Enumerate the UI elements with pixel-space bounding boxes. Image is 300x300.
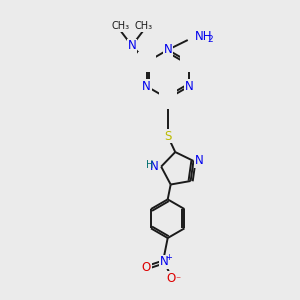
Text: CH₃: CH₃ xyxy=(112,21,130,32)
Text: ⁻: ⁻ xyxy=(175,275,180,286)
Text: +: + xyxy=(165,254,172,262)
Text: 2: 2 xyxy=(208,35,213,44)
Text: S: S xyxy=(164,130,172,143)
Text: N: N xyxy=(160,255,169,268)
Text: N: N xyxy=(150,160,159,172)
Text: NH: NH xyxy=(195,30,212,43)
Text: H: H xyxy=(146,160,154,170)
Text: N: N xyxy=(128,39,136,52)
Text: N: N xyxy=(164,43,172,56)
Text: O: O xyxy=(142,261,151,274)
Text: N: N xyxy=(142,80,151,93)
Text: N: N xyxy=(164,92,172,105)
Text: N: N xyxy=(195,154,204,167)
Text: N: N xyxy=(184,80,193,93)
Text: CH₃: CH₃ xyxy=(134,21,152,32)
Text: N: N xyxy=(184,56,193,68)
Text: N: N xyxy=(142,56,151,68)
Text: O: O xyxy=(167,272,176,285)
